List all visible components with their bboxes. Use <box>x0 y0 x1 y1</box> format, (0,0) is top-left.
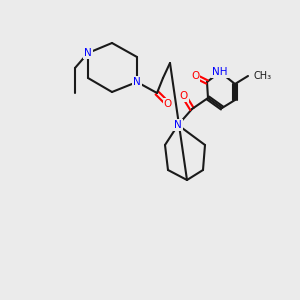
Text: N: N <box>84 48 92 58</box>
Text: N: N <box>174 120 182 130</box>
Text: O: O <box>191 71 199 81</box>
Text: CH₃: CH₃ <box>254 71 272 81</box>
Text: NH: NH <box>212 67 228 77</box>
Text: O: O <box>180 91 188 101</box>
Text: O: O <box>164 99 172 109</box>
Text: N: N <box>133 77 141 87</box>
